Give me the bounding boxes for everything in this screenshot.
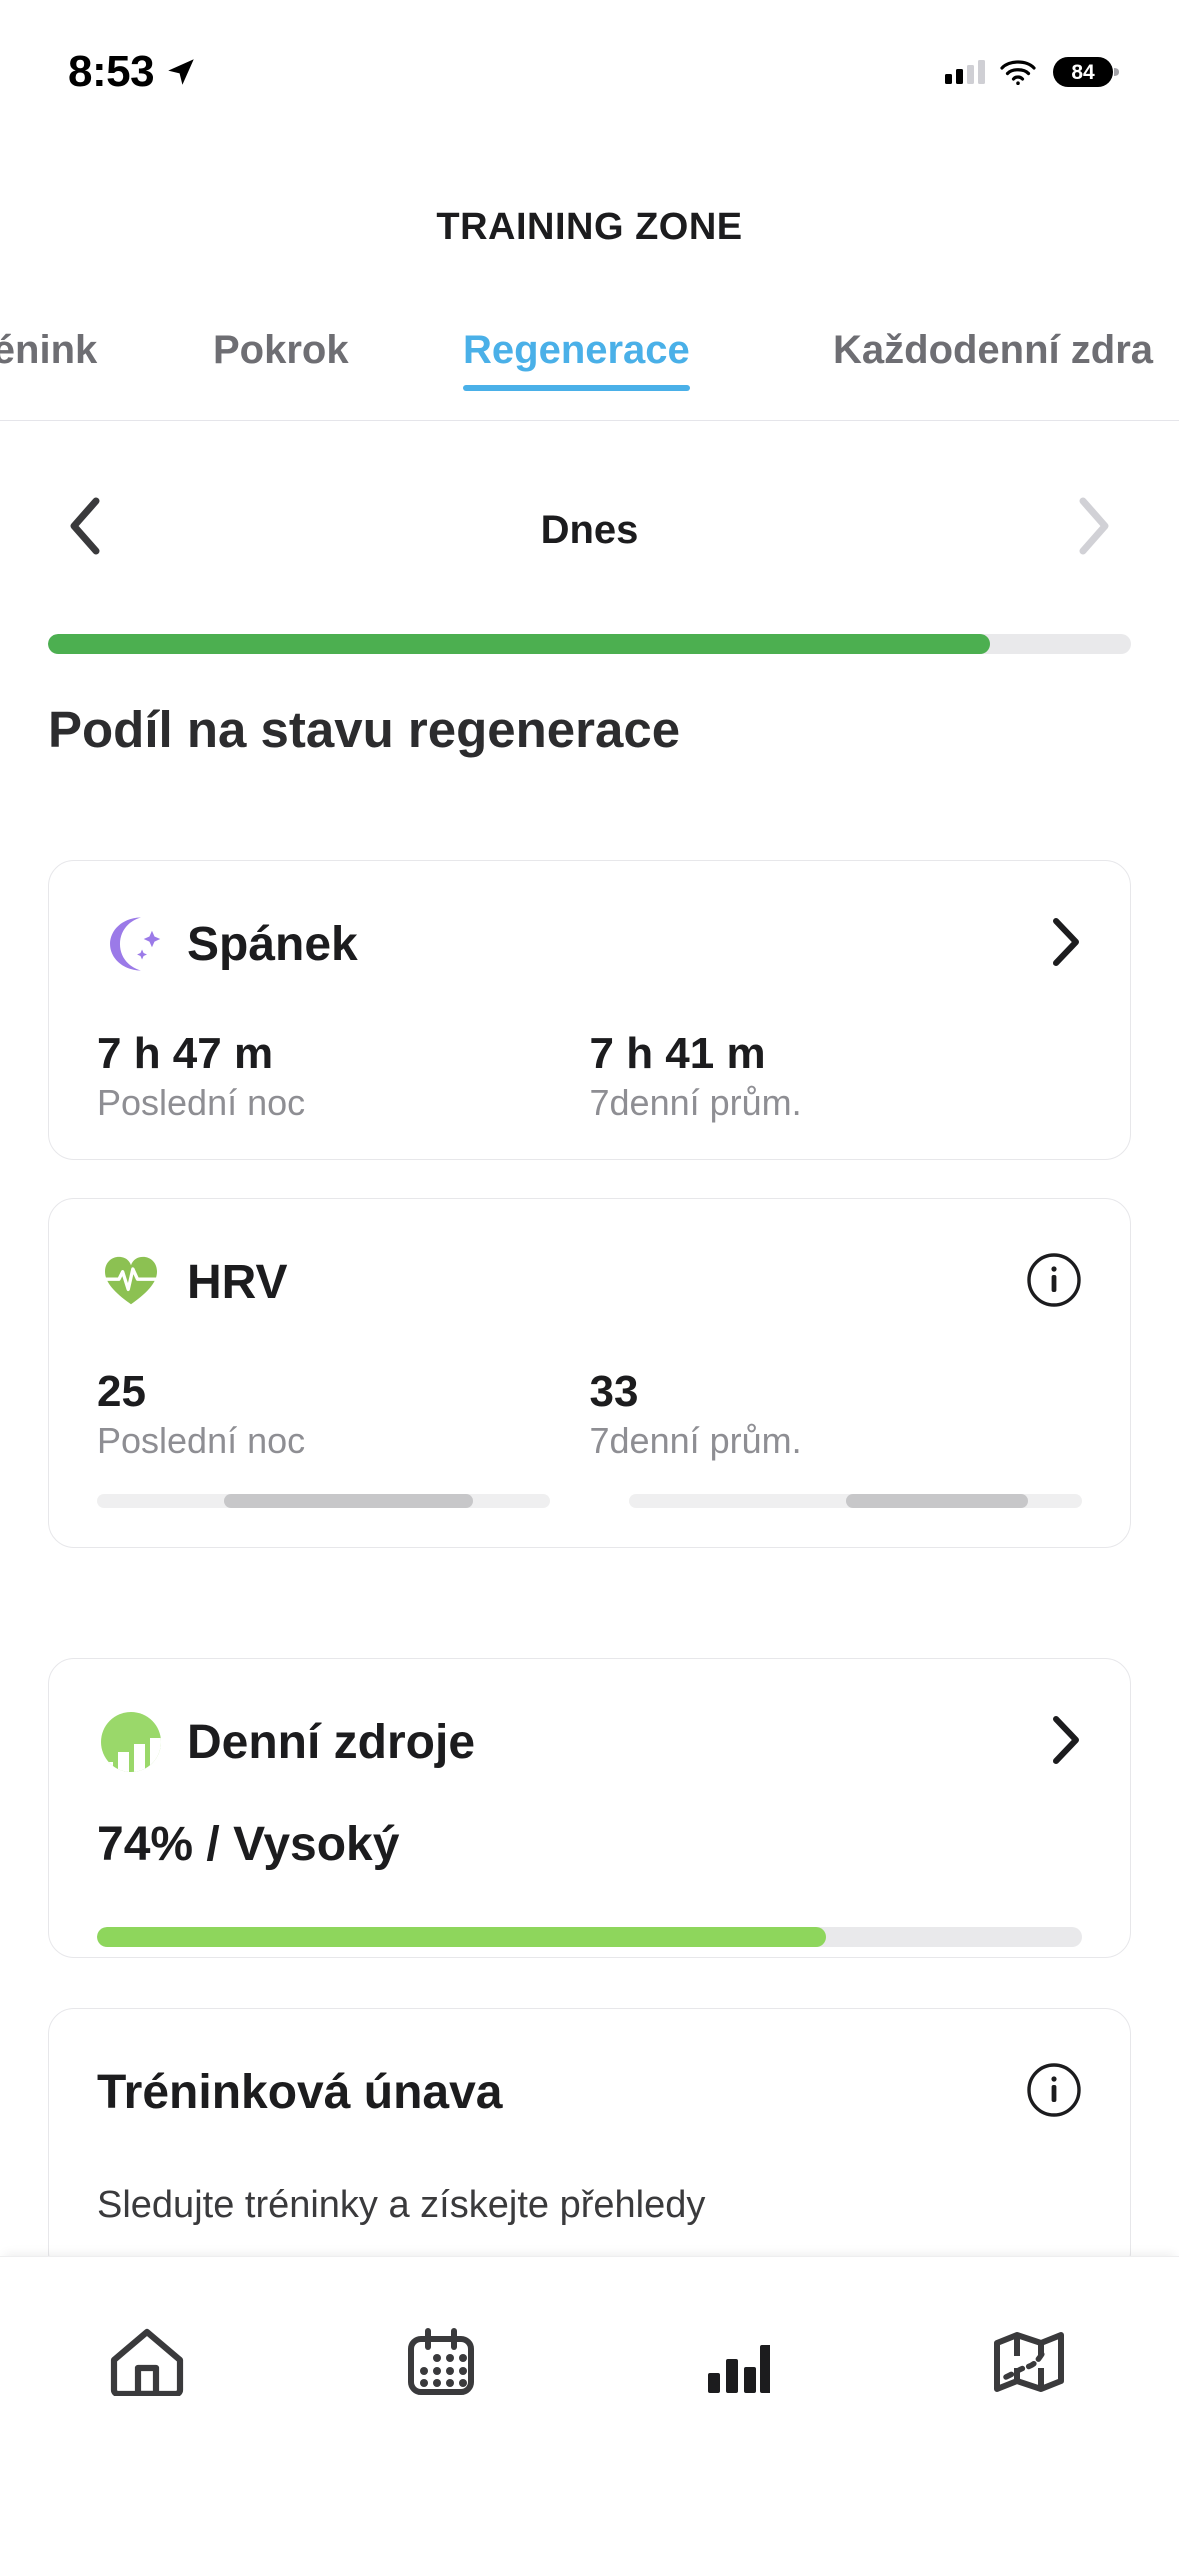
svg-text:84: 84 bbox=[1071, 61, 1095, 84]
